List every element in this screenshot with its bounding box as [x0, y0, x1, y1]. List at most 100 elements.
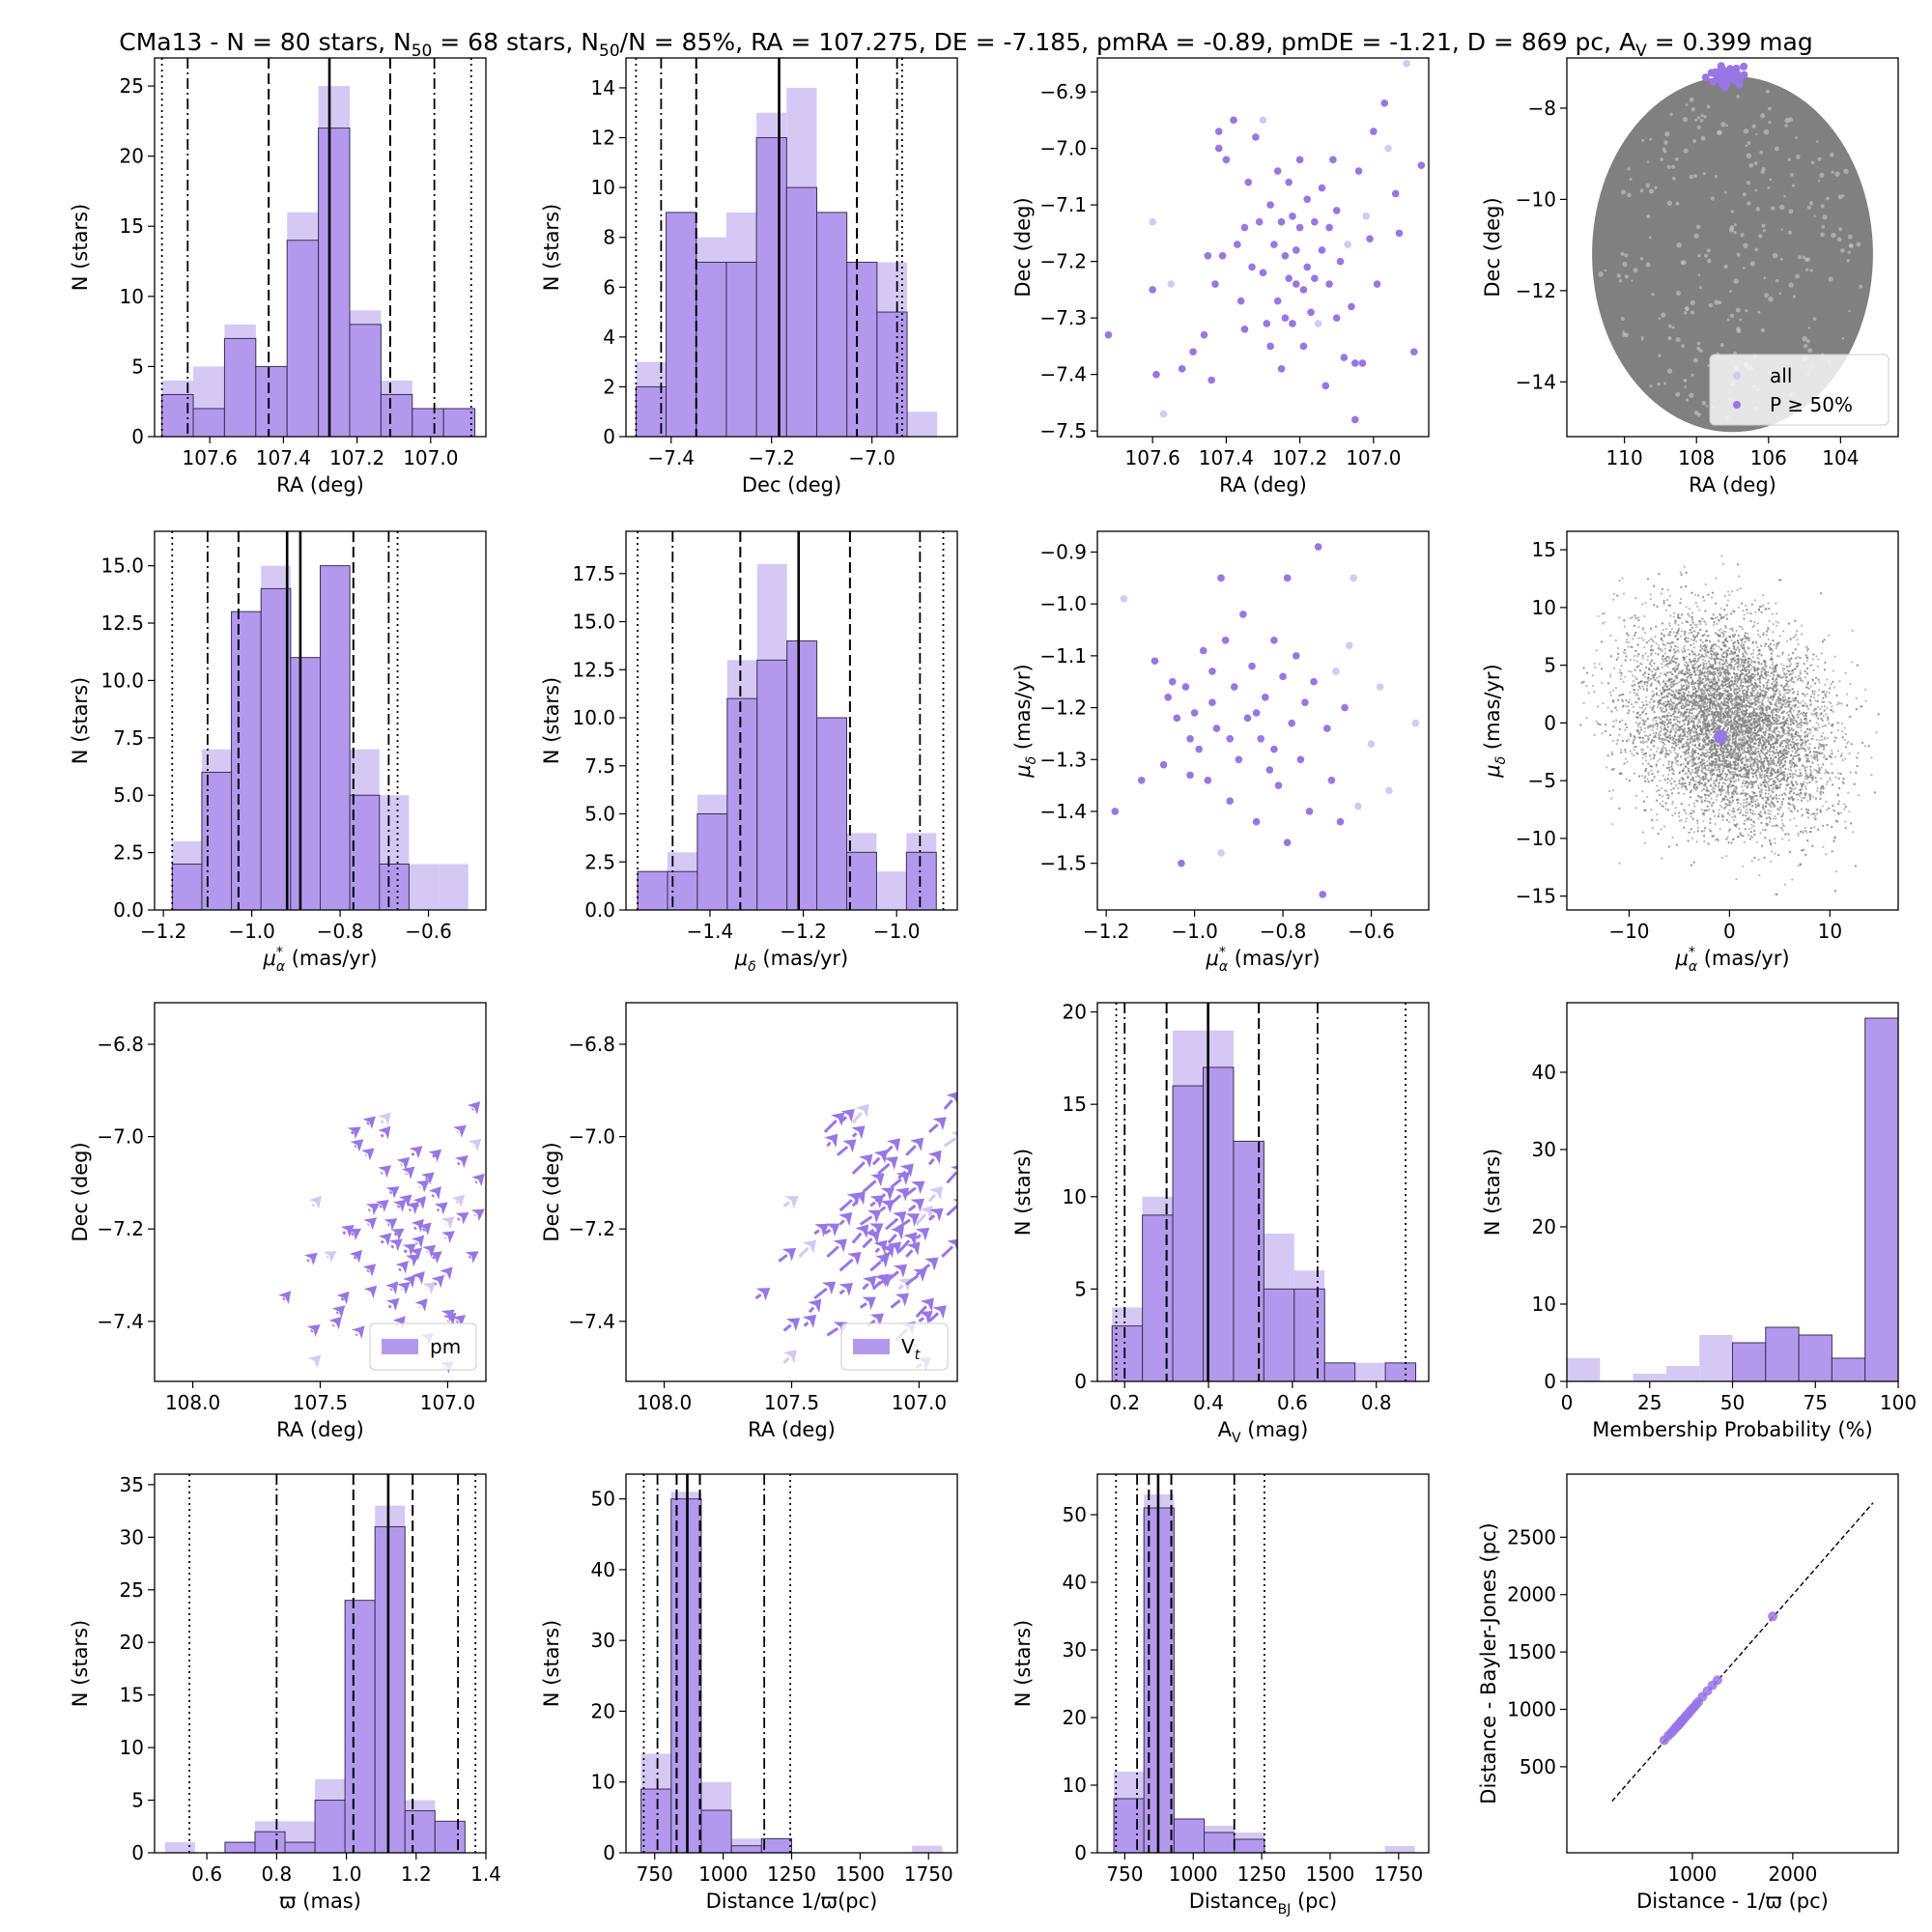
data-point [1111, 808, 1120, 815]
field-point [1755, 840, 1758, 843]
data-point [1218, 251, 1227, 260]
x-tick-label: −1.0 [873, 920, 921, 943]
field-point [1804, 744, 1807, 747]
field-point [1710, 733, 1713, 736]
x-tick-label: −1.4 [687, 920, 734, 943]
field-point [1628, 669, 1631, 673]
y-axis-label: N (stars) [540, 204, 563, 291]
field-point [1601, 681, 1604, 684]
field-point [1723, 688, 1726, 691]
member-point [1711, 70, 1719, 78]
field-point [1778, 676, 1782, 679]
field-gap [1828, 276, 1833, 282]
field-gap [1791, 184, 1795, 187]
x-tick-label: 108 [1678, 446, 1715, 469]
field-point [1691, 715, 1695, 718]
bar-member [846, 261, 878, 437]
field-gap [1760, 169, 1765, 174]
field-point [1629, 691, 1632, 694]
y-tick-label: −1.0 [1039, 592, 1087, 615]
field-gap [1654, 185, 1658, 189]
field-gap [1639, 256, 1644, 261]
field-point [1787, 734, 1790, 737]
field-gap [1730, 210, 1734, 213]
figure-title: CMa13 - N = 80 stars, N50 = 68 stars, N5… [119, 28, 1812, 61]
y-tick-label: −7.2 [1039, 250, 1087, 273]
data-point [1314, 320, 1322, 327]
field-point [1640, 706, 1644, 709]
field-point [1720, 856, 1723, 860]
field-point [1592, 684, 1595, 688]
field-point [1757, 858, 1760, 861]
panel-p7: −1.2 −1.0 −0.8 −0.6−1.5−1.4−1.3−1.2−1.1−1.0… [1011, 530, 1430, 975]
axes-frame [625, 57, 958, 438]
data-point [1208, 376, 1215, 384]
y-tick-label: 5 [131, 355, 144, 378]
field-point [1811, 756, 1814, 759]
field-gap [1780, 228, 1783, 232]
field-point [1585, 716, 1588, 720]
bar-member [725, 261, 757, 437]
field-point [1708, 732, 1711, 735]
field-point [1654, 671, 1657, 674]
field-point [1787, 838, 1791, 841]
field-gap [1675, 391, 1681, 397]
field-gap [1747, 141, 1751, 145]
field-point [1634, 597, 1637, 600]
field-point [1618, 671, 1622, 674]
data-point [1299, 342, 1308, 351]
y-tick-label: −1.4 [1039, 800, 1087, 823]
bar-member [785, 186, 817, 437]
field-point [1688, 614, 1690, 617]
field-point [1804, 775, 1807, 779]
field-gap [1746, 181, 1751, 185]
x-tick-label: 107.6 [1125, 446, 1180, 469]
field-gap [1658, 317, 1662, 320]
field-point [1645, 696, 1648, 698]
field-gap [1646, 160, 1650, 163]
field-point [1640, 637, 1643, 639]
field-point [1743, 798, 1746, 802]
x-tick-label: 107.6 [183, 446, 238, 469]
field-point [1614, 639, 1617, 642]
plot-area-p7 [1111, 543, 1420, 898]
field-point [1667, 711, 1670, 715]
field-gap [1675, 337, 1681, 343]
field-gap [1808, 201, 1814, 206]
field-point [1691, 771, 1694, 774]
field-gap [1813, 214, 1816, 217]
field-point [1778, 690, 1781, 693]
data-point [1243, 714, 1252, 723]
field-point [1750, 826, 1753, 829]
field-gap [1720, 122, 1726, 128]
field-gap [1661, 312, 1666, 318]
field-point [1829, 777, 1832, 780]
field-gap [1668, 324, 1672, 328]
field-point [1788, 716, 1791, 719]
field-point [1699, 649, 1702, 652]
plot-area-p4 [1592, 62, 1873, 433]
field-point [1731, 709, 1734, 712]
field-point [1674, 812, 1677, 815]
label-reset: (mas/yr) [1228, 947, 1320, 970]
data-point [1299, 286, 1308, 294]
y-tick-label: 2.5 [113, 841, 144, 865]
field-gap [1760, 113, 1766, 119]
data-point [1323, 724, 1331, 732]
data-point [1293, 246, 1300, 254]
field-point [1828, 634, 1831, 637]
field-point [1804, 778, 1807, 781]
field-point [1744, 756, 1747, 759]
title-sub-2: 50 [599, 42, 620, 61]
x-tick-label: 107.0 [1346, 446, 1401, 469]
field-point [1662, 628, 1664, 632]
field-point [1659, 683, 1662, 686]
field-gap [1822, 214, 1828, 220]
field-gap [1675, 201, 1680, 206]
field-gap [1848, 309, 1851, 313]
field-point [1662, 764, 1665, 767]
y-tick-label: −7.3 [1039, 306, 1087, 329]
field-point [1835, 703, 1839, 706]
field-gap [1631, 279, 1634, 282]
label-sup: * [1219, 945, 1226, 960]
